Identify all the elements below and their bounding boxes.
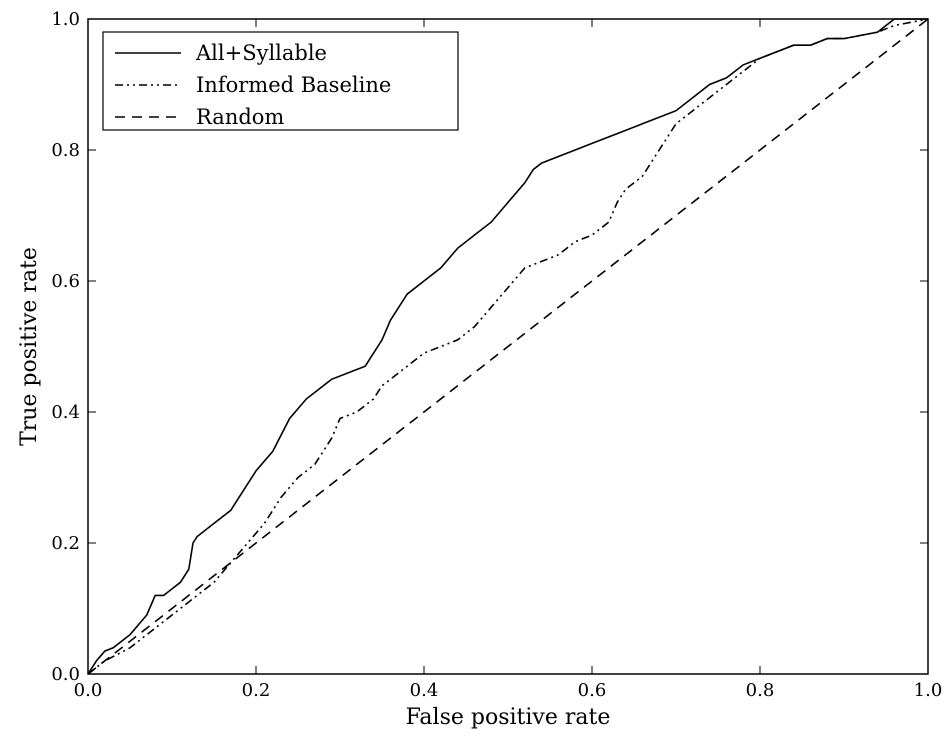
y-axis-label: True positive rate (17, 247, 42, 446)
series-line-random (87, 18, 929, 675)
legend-label: Random (196, 105, 284, 129)
series-lines (87, 18, 929, 675)
legend-label: Informed Baseline (196, 73, 391, 97)
y-tick-label: 0.2 (51, 533, 80, 554)
y-tick-label: 0.4 (51, 402, 80, 423)
x-tick-label: 0.6 (578, 680, 607, 701)
tick-labels: 0.0 0.2 0.4 0.6 0.8 1.0 0.0 0.2 0.4 0.6 0.8 1.0 (51, 9, 942, 701)
legend: All+Syllable Informed Baseline Random (102, 31, 459, 131)
x-tick-label: 0.4 (410, 680, 439, 701)
y-tick-label: 0.0 (51, 664, 80, 685)
series-line-informed-baseline (87, 18, 929, 675)
y-tick-label: 0.6 (51, 271, 80, 292)
x-tick-label: 0.8 (746, 680, 775, 701)
x-tick-label: 0.2 (242, 680, 271, 701)
legend-box (102, 31, 459, 131)
y-tick-label: 0.8 (51, 140, 80, 161)
legend-label: All+Syllable (195, 41, 327, 65)
plot-frame (87, 18, 929, 675)
x-tick-label: 0.0 (74, 680, 103, 701)
y-tick-label: 1.0 (51, 9, 80, 30)
x-axis-label: False positive rate (406, 705, 611, 730)
x-tick-label: 1.0 (914, 680, 943, 701)
